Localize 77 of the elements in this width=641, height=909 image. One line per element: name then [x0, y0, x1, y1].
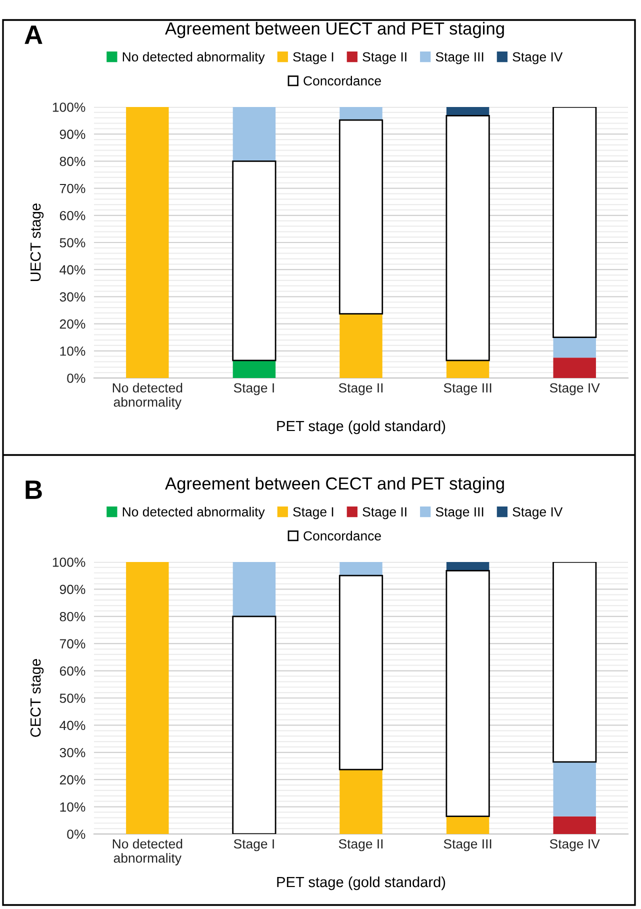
- legend-label: No detected abnormality: [122, 506, 265, 520]
- legend-label: Stage II: [362, 507, 406, 520]
- bar: [340, 770, 382, 834]
- bar: [553, 762, 596, 816]
- y-tick-label: 100%: [52, 102, 86, 112]
- y-tick-label: 80%: [60, 612, 86, 622]
- bar: [232, 562, 276, 616]
- y-tick-label: 70%: [60, 639, 86, 649]
- y-tick-label: 10%: [60, 346, 86, 356]
- y-tick-label: 50%: [60, 238, 86, 248]
- y-tick-label: 20%: [60, 319, 86, 329]
- bar: [446, 114, 490, 362]
- legend-label: No detected abnormality: [122, 52, 265, 64]
- bar: [126, 562, 169, 834]
- bar: [232, 360, 276, 378]
- bar: [340, 562, 382, 576]
- text: B: [26, 480, 42, 499]
- bar: [553, 358, 596, 378]
- y-tick-label: 40%: [60, 720, 86, 730]
- y-tick-label: 30%: [60, 292, 86, 302]
- bar: [446, 107, 490, 116]
- bar: [446, 562, 490, 571]
- x-tick-label: Stage II: [338, 383, 383, 396]
- text: A: [24, 26, 42, 44]
- bar: [126, 107, 169, 378]
- legend-label: Concordance: [304, 76, 381, 86]
- legend-label: Stage IV: [512, 52, 563, 64]
- x-tick-label: No detected abnormality: [112, 838, 182, 866]
- x-axis-title: PET stage (gold standard): [277, 420, 446, 434]
- y-tick-label: 90%: [60, 130, 86, 140]
- bar: [446, 816, 490, 834]
- legend-label: Stage III: [436, 507, 484, 520]
- x-tick-label: Stage I: [234, 839, 274, 852]
- legend-label: Stage IV: [512, 507, 563, 520]
- bar: [340, 107, 382, 120]
- y-tick-label: 40%: [60, 265, 86, 275]
- bar: [340, 314, 382, 378]
- bar: [553, 816, 596, 834]
- bar: [232, 616, 276, 834]
- x-tick-label: No detected abnormality: [112, 382, 182, 410]
- y-tick-label: 20%: [60, 775, 86, 785]
- bar: [553, 337, 596, 358]
- y-tick-label: 30%: [60, 748, 86, 758]
- y-tick-label: 100%: [52, 558, 86, 567]
- x-tick-label: Stage IV: [550, 839, 600, 852]
- x-tick-label: Stage I: [234, 383, 274, 396]
- y-axis-title: UECT stage: [30, 204, 44, 281]
- bar: [338, 119, 384, 314]
- legend-label: Stage II: [362, 52, 406, 64]
- y-tick-label: 50%: [60, 694, 86, 703]
- x-tick-label: Stage III: [444, 383, 492, 396]
- bar: [232, 107, 276, 162]
- y-tick-label: 70%: [60, 184, 86, 194]
- chart-title: Agreement between UECT and PET staging: [165, 22, 504, 38]
- legend-label: Stage I: [293, 507, 334, 520]
- bar: [552, 562, 597, 763]
- y-tick-label: 80%: [60, 156, 86, 166]
- y-axis-title: CECT stage: [30, 659, 44, 737]
- chart-title: Agreement between CECT and PET staging: [165, 476, 504, 494]
- x-tick-label: Stage III: [444, 839, 492, 852]
- legend-label: Concordance: [304, 530, 381, 541]
- y-tick-label: 0%: [67, 830, 86, 839]
- y-tick-label: 10%: [60, 802, 86, 812]
- y-tick-label: 90%: [60, 584, 86, 594]
- bar: [552, 107, 597, 338]
- x-axis-title: PET stage (gold standard): [277, 876, 446, 890]
- legend-label: Stage I: [293, 52, 334, 64]
- bar: [446, 360, 490, 378]
- y-tick-label: 60%: [60, 210, 86, 220]
- bar: [338, 574, 384, 770]
- x-tick-label: Stage II: [338, 839, 383, 852]
- x-tick-label: Stage IV: [550, 383, 600, 396]
- y-tick-label: 0%: [67, 374, 86, 383]
- legend-label: Stage III: [436, 52, 484, 64]
- y-tick-label: 60%: [60, 666, 86, 676]
- bar: [446, 570, 490, 818]
- bar: [232, 160, 276, 362]
